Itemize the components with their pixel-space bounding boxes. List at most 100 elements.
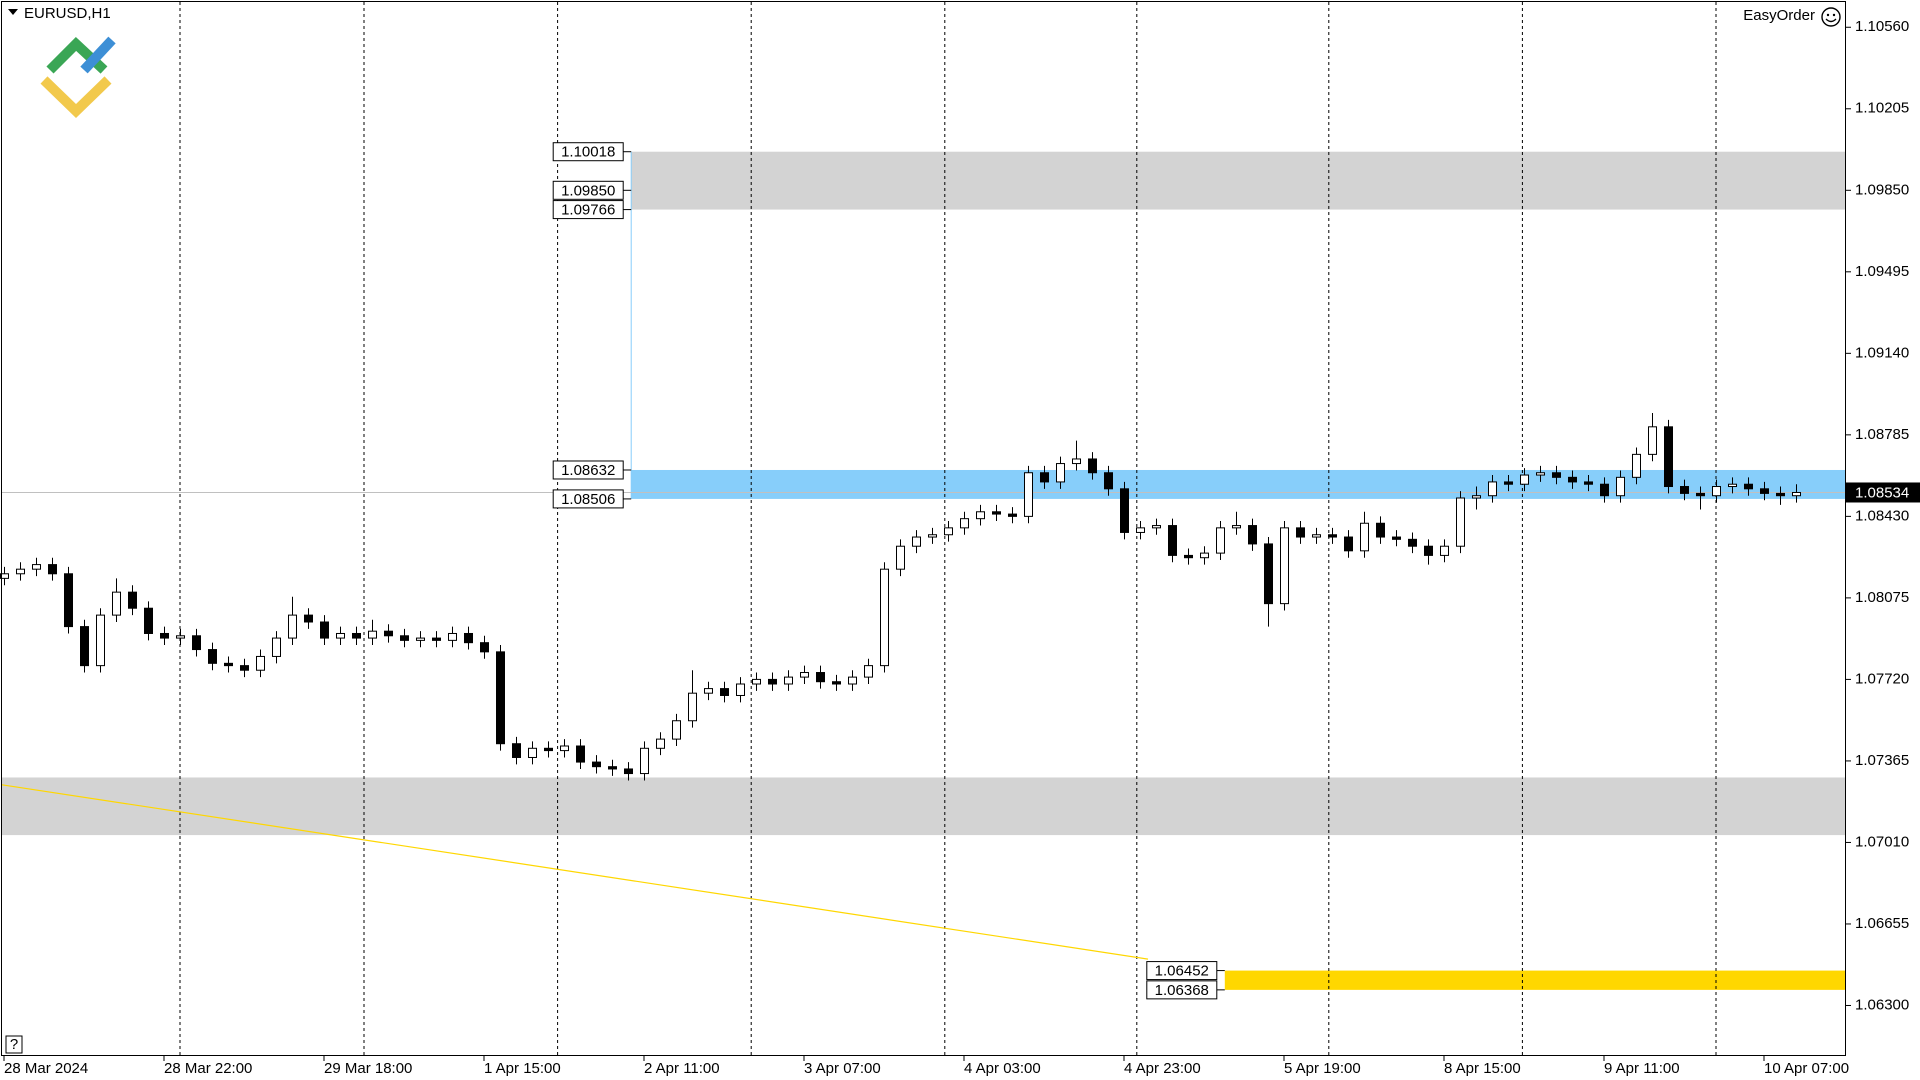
candle-body — [480, 642, 489, 653]
candle-body — [1536, 472, 1545, 476]
candle-body — [1104, 472, 1113, 490]
candle-body — [144, 607, 153, 634]
candle-body — [64, 573, 73, 628]
candle-body — [528, 747, 537, 758]
candle-body — [1744, 483, 1753, 490]
zone — [631, 151, 1847, 210]
x-tick-label: 28 Mar 22:00 — [164, 1060, 252, 1077]
symbol-label: EURUSD,H1 — [24, 5, 111, 22]
candles-layer — [0, 413, 1801, 781]
zone — [1224, 970, 1846, 990]
candle-body — [960, 518, 969, 529]
candle-body — [1424, 545, 1433, 556]
y-tick-label: 1.07720 — [1855, 670, 1909, 687]
candle-body — [272, 637, 281, 657]
candle-body — [1088, 458, 1097, 474]
logo — [40, 36, 116, 118]
candle-body — [1184, 554, 1193, 559]
candle-body — [16, 568, 25, 575]
candle-body — [1616, 476, 1625, 497]
trend-line — [1, 784, 1149, 960]
y-tick-label: 1.07010 — [1855, 833, 1909, 850]
candle-body — [640, 747, 649, 775]
level-label-text: 1.09850 — [561, 182, 615, 199]
candle-body — [592, 761, 601, 768]
candle-body — [336, 632, 345, 639]
candle-body — [1488, 481, 1497, 497]
candle-body — [0, 573, 9, 579]
candle-body — [288, 614, 297, 639]
candle-body — [1552, 472, 1561, 478]
level-label-text: 1.06452 — [1155, 963, 1209, 980]
candle-body — [1568, 476, 1577, 483]
level-label-text: 1.08632 — [561, 462, 615, 479]
candle-body — [1040, 472, 1049, 483]
candle-body — [1024, 472, 1033, 517]
candle-body — [1120, 488, 1129, 533]
level-label: 1.09850 — [552, 180, 632, 200]
panel-title[interactable]: EasyOrder — [1743, 7, 1815, 24]
candle-body — [176, 635, 185, 639]
x-tick-label: 9 Apr 11:00 — [1604, 1060, 1680, 1077]
y-tick-label: 1.08075 — [1855, 589, 1909, 606]
candle-body — [208, 649, 217, 664]
candle-body — [256, 655, 265, 671]
y-tick-label: 1.08430 — [1855, 507, 1909, 524]
candle-body — [832, 681, 841, 685]
candle-body — [800, 672, 809, 678]
candle-body — [656, 738, 665, 749]
y-tick-label: 1.06655 — [1855, 915, 1909, 932]
candle-body — [1440, 545, 1449, 556]
candle-body — [992, 511, 1001, 515]
candle-body — [1056, 463, 1065, 483]
candle-body — [1776, 492, 1785, 497]
candle-body — [672, 720, 681, 740]
candle-body — [1248, 525, 1257, 545]
candle-body — [1600, 483, 1609, 497]
candle-body — [784, 676, 793, 685]
level-label-text: 1.09766 — [561, 202, 615, 219]
x-tick-label: 5 Apr 19:00 — [1284, 1060, 1361, 1077]
help-text[interactable]: ? — [10, 1036, 18, 1053]
level-label-text: 1.08506 — [561, 491, 615, 508]
help-button[interactable]: ? — [5, 1035, 23, 1054]
x-tick-label: 29 Mar 18:00 — [324, 1060, 412, 1077]
x-tick-label: 2 Apr 11:00 — [644, 1060, 720, 1077]
candle-body — [560, 745, 569, 752]
x-tick-label: 8 Apr 15:00 — [1444, 1060, 1521, 1077]
menu-triangle[interactable] — [8, 9, 18, 15]
candle-body — [944, 527, 953, 536]
candle-body — [688, 692, 697, 722]
zone — [631, 469, 1847, 499]
candle-body — [160, 632, 169, 639]
candle-body — [608, 766, 617, 770]
x-tick-label: 28 Mar 2024 — [4, 1060, 88, 1077]
y-tick-label: 1.06300 — [1855, 996, 1909, 1013]
smiley-icon[interactable] — [1821, 7, 1841, 27]
candle-body — [752, 678, 761, 685]
candle-body — [1152, 525, 1161, 529]
candle-body — [96, 614, 105, 667]
candle-body — [128, 591, 137, 609]
candle-body — [448, 632, 457, 641]
candle-body — [1680, 486, 1689, 494]
candle-body — [1504, 481, 1513, 485]
x-tick-label: 4 Apr 03:00 — [964, 1060, 1041, 1077]
candle-body — [896, 545, 905, 570]
candle-body — [1264, 543, 1273, 605]
candle-body — [368, 630, 377, 639]
candle-body — [864, 665, 873, 678]
level-label-text: 1.10018 — [561, 144, 615, 161]
y-tick-label: 1.10560 — [1855, 18, 1909, 35]
candle-body — [112, 591, 121, 616]
candle-body — [1664, 426, 1673, 488]
candle-body — [1712, 486, 1721, 497]
candle-body — [192, 635, 201, 651]
candle-body — [1296, 527, 1305, 538]
candle-body — [928, 534, 937, 538]
candle-body — [1312, 534, 1321, 538]
candle-body — [1760, 488, 1769, 494]
candle-body — [320, 621, 329, 639]
candle-body — [912, 536, 921, 547]
candle-body — [1632, 453, 1641, 478]
